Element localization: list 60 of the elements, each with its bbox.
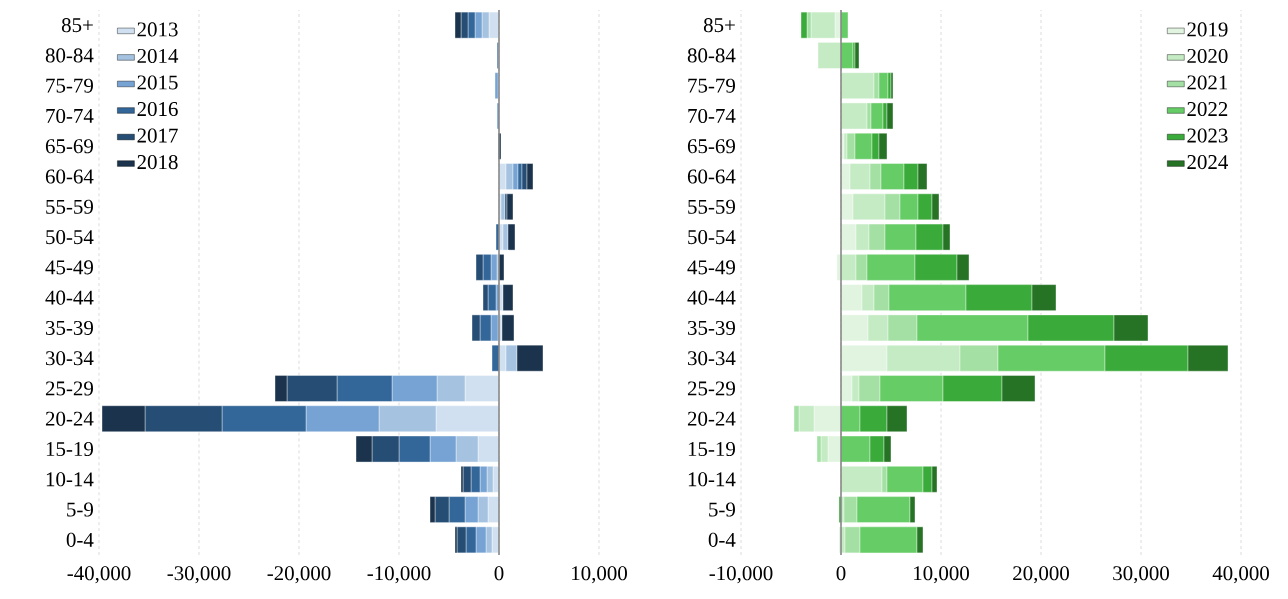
legend-label: 2017 <box>137 128 178 143</box>
x-tick-label: 40,000 <box>1212 566 1269 584</box>
y-tick-label: 45-49 <box>45 260 93 275</box>
y-tick-label: 5-9 <box>709 502 735 517</box>
x-tick-label: -30,000 <box>167 566 231 584</box>
legend-label: 2020 <box>1187 48 1228 64</box>
y-tick-label: 30-34 <box>46 351 94 366</box>
y-tick-label: 45-49 <box>687 260 735 275</box>
y-tick-label: 65-69 <box>687 139 735 154</box>
y-tick-label: 25-29 <box>687 381 735 396</box>
legend-label: 2023 <box>1187 128 1228 143</box>
y-tick-label: 20-24 <box>687 411 736 426</box>
y-tick-label: 40-44 <box>687 290 736 305</box>
legend-label: 2024 <box>1187 155 1228 170</box>
y-tick-label: 60-64 <box>687 169 736 184</box>
x-tick-label: 10,000 <box>914 566 969 584</box>
x-tick-label: -10,000 <box>367 566 431 584</box>
x-tick-label: -20,000 <box>267 566 331 584</box>
x-tick-label: -10,000 <box>709 566 773 584</box>
y-tick-label: 85+ <box>703 18 735 33</box>
y-tick-label: 5-9 <box>67 502 93 517</box>
y-tick-label: 85+ <box>61 18 93 33</box>
y-tick-label: 70-74 <box>46 108 94 124</box>
y-tick-label: 40-44 <box>45 290 94 305</box>
legend-label: 2019 <box>1187 22 1228 37</box>
legend-label: 2013 <box>137 22 178 37</box>
x-tick-label: 30,000 <box>1113 566 1169 584</box>
y-tick-label: 30-34 <box>688 351 736 366</box>
y-tick-label: 55-59 <box>46 199 93 214</box>
y-tick-label: 75-79 <box>688 78 735 93</box>
legend-label: 2015 <box>137 75 178 90</box>
y-tick-label: 35-39 <box>46 320 93 335</box>
y-tick-label: 60-64 <box>45 169 94 184</box>
y-tick-label: 80-84 <box>45 48 94 63</box>
x-tick-label: -40,000 <box>67 566 131 584</box>
y-tick-label: 50-54 <box>688 230 736 245</box>
x-tick-label: 10,000 <box>572 566 627 584</box>
y-tick-label: 70-74 <box>688 108 736 124</box>
y-tick-label: 75-79 <box>46 78 93 93</box>
legend-label: 2021 <box>1187 75 1228 90</box>
legend-label: 2016 <box>137 101 178 117</box>
y-tick-label: 20-24 <box>45 411 94 426</box>
y-tick-label: 80-84 <box>687 48 736 63</box>
legend-label: 2014 <box>137 48 179 64</box>
y-tick-label: 15-19 <box>46 441 93 457</box>
legend-label: 2018 <box>137 155 178 170</box>
x-tick-label: 0 <box>494 566 504 581</box>
y-tick-label: 25-29 <box>45 381 93 396</box>
y-tick-label: 0-4 <box>708 532 736 547</box>
y-tick-label: 55-59 <box>688 199 735 214</box>
legend-label: 2022 <box>1187 101 1228 117</box>
y-tick-label: 65-69 <box>45 139 93 154</box>
y-tick-label: 50-54 <box>46 230 94 245</box>
x-tick-label: 20,000 <box>1013 566 1069 584</box>
y-tick-label: 0-4 <box>66 532 94 547</box>
y-tick-label: 35-39 <box>688 320 735 335</box>
y-tick-label: 15-19 <box>688 441 735 457</box>
y-tick-label: 10-14 <box>688 472 736 487</box>
y-tick-label: 10-14 <box>46 472 94 487</box>
x-tick-label: 0 <box>836 566 846 581</box>
